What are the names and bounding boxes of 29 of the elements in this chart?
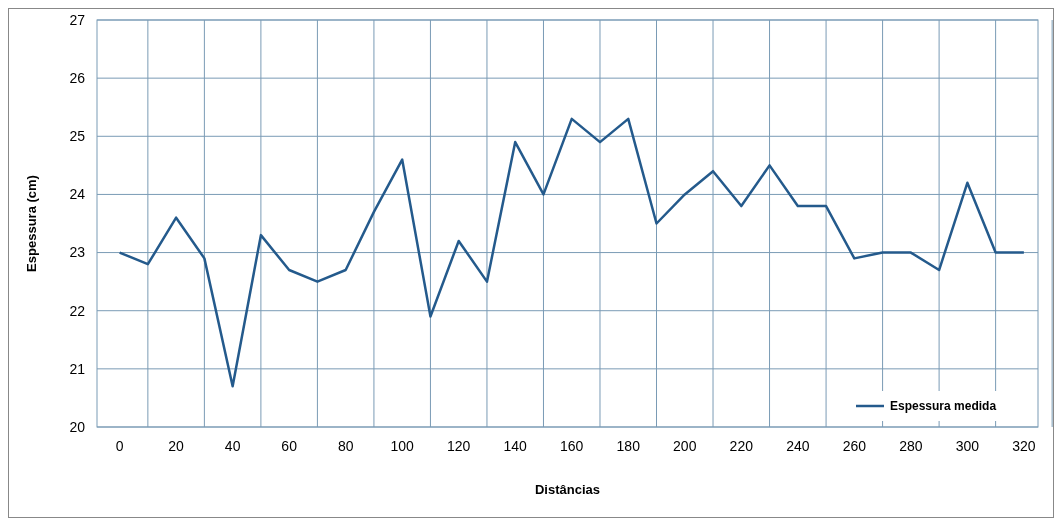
x-tick-label: 40	[224, 438, 241, 454]
x-tick-label: 160	[560, 438, 584, 454]
y-tick-label: 23	[69, 244, 86, 261]
y-tick-label: 22	[69, 302, 86, 319]
x-tick-label: 140	[503, 438, 528, 454]
legend-label: Espessura medida	[890, 399, 997, 414]
x-tick-label: 220	[729, 438, 754, 454]
x-tick-label: 260	[842, 438, 867, 454]
y-axis-title: Espessura (cm)	[24, 175, 39, 272]
x-tick-label: 60	[281, 438, 298, 454]
x-tick-label: 20	[168, 438, 185, 454]
x-tick-label: 80	[337, 438, 354, 454]
x-tick-label: 120	[447, 438, 471, 454]
x-tick-label: 180	[616, 438, 641, 454]
y-tick-label: 24	[69, 186, 86, 203]
x-tick-label: 300	[955, 438, 980, 454]
y-tick-label: 20	[69, 418, 86, 435]
x-tick-label: 0	[115, 438, 124, 454]
y-tick-label: 21	[69, 360, 86, 377]
x-tick-label: 240	[786, 438, 810, 454]
line-series	[118, 117, 1026, 388]
y-tick-label: 26	[69, 70, 86, 87]
y-tick-label: 25	[69, 128, 86, 145]
x-axis-title: Distâncias	[534, 482, 601, 497]
x-tick-label: 280	[899, 438, 923, 454]
x-tick-label: 200	[673, 438, 697, 454]
x-tick-label: 320	[1012, 438, 1036, 454]
x-tick-label: 100	[390, 438, 415, 454]
y-tick-label: 27	[69, 11, 86, 28]
